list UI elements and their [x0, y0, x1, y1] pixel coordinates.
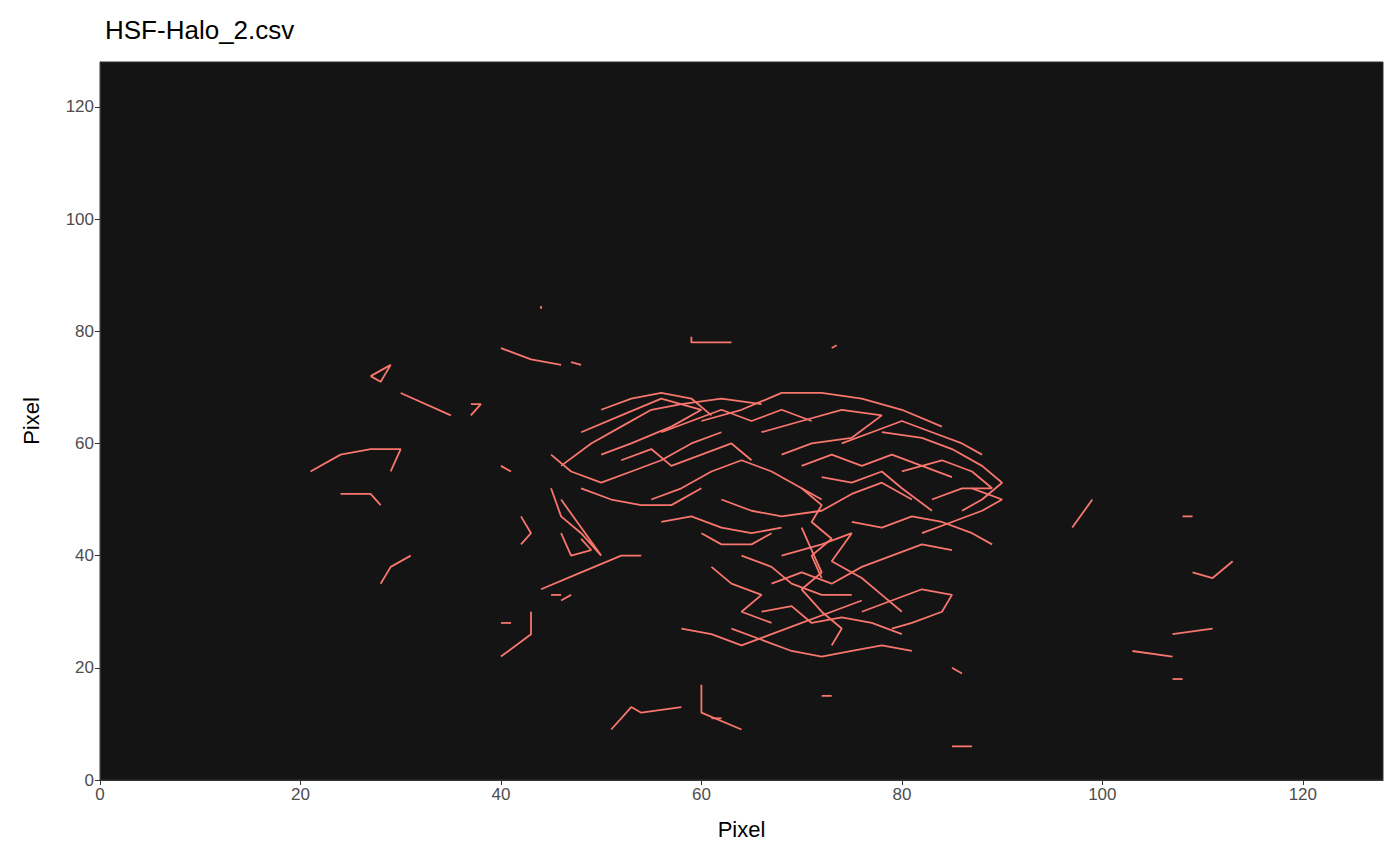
svg-text:80: 80 [75, 322, 94, 341]
svg-text:100: 100 [1088, 785, 1116, 804]
svg-text:0: 0 [85, 771, 94, 790]
svg-text:0: 0 [95, 785, 104, 804]
svg-text:HSF-Halo_2.csv: HSF-Halo_2.csv [105, 15, 294, 45]
svg-text:40: 40 [75, 546, 94, 565]
svg-text:Pixel: Pixel [19, 397, 44, 445]
svg-text:20: 20 [75, 658, 94, 677]
svg-text:20: 20 [291, 785, 310, 804]
svg-text:60: 60 [75, 434, 94, 453]
svg-text:120: 120 [1289, 785, 1317, 804]
svg-text:80: 80 [892, 785, 911, 804]
svg-text:60: 60 [692, 785, 711, 804]
svg-text:40: 40 [491, 785, 510, 804]
svg-text:120: 120 [66, 97, 94, 116]
svg-text:Pixel: Pixel [718, 817, 766, 842]
svg-text:100: 100 [66, 210, 94, 229]
